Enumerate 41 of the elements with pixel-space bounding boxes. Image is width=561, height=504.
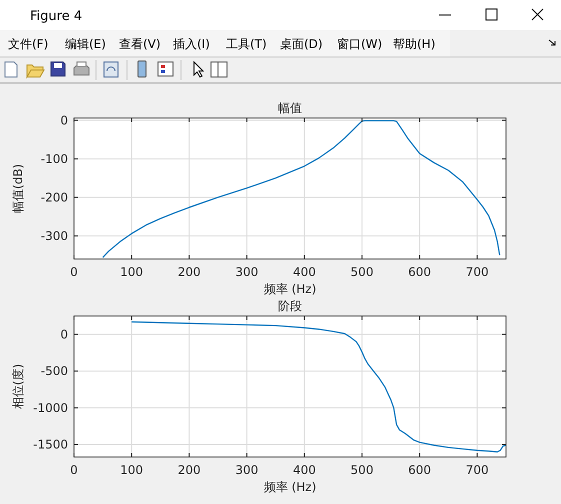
x-tick-label: 700 (466, 463, 489, 477)
y-tick-label: 0 (60, 113, 68, 128)
text: 查看(V) (119, 37, 161, 51)
x-tick-label: 600 (408, 463, 432, 477)
x-tick-label: 100 (120, 265, 144, 279)
y-tick-label: -500 (40, 364, 68, 378)
x-axis-title: 频率 (Hz) (264, 480, 316, 494)
x-tick-label: 400 (292, 463, 316, 477)
chart-title: 阶段 (278, 299, 302, 313)
line-series (131, 321, 506, 452)
y-tick-label: -300 (40, 228, 68, 243)
text: 编辑(E) (65, 37, 106, 51)
x-tick-label: 0 (70, 265, 78, 279)
x-tick-label: 600 (408, 265, 432, 279)
text: 插入(I) (173, 37, 210, 51)
text: 工具(T) (226, 37, 267, 51)
y-axis-title: 幅值(dB) (11, 164, 25, 214)
x-tick-label: 500 (350, 463, 374, 477)
y-tick-label: -1500 (33, 438, 68, 452)
x-tick-label: 700 (466, 265, 489, 279)
y-tick-label: -1000 (33, 400, 68, 415)
y-axis-title: 相位(度) (11, 364, 25, 410)
y-tick-label: -100 (40, 152, 68, 166)
x-tick-label: 200 (178, 463, 201, 477)
x-tick-label: 400 (292, 265, 316, 279)
x-tick-label: 300 (235, 463, 258, 477)
text: 帮助(H) (393, 37, 436, 51)
x-tick-label: 200 (178, 265, 201, 279)
x-tick-label: 100 (120, 463, 144, 477)
x-tick-label: 300 (235, 265, 258, 279)
text: 文件(F) (8, 37, 48, 51)
text: Figure 4 (30, 9, 82, 24)
line-series (102, 120, 500, 258)
y-tick-label: -200 (40, 190, 68, 204)
text: 桌面(D) (280, 37, 323, 51)
x-tick-label: 0 (70, 463, 78, 477)
x-tick-label: 500 (350, 265, 374, 279)
y-tick-label: 0 (60, 327, 68, 342)
x-axis-title: 频率 (Hz) (264, 282, 316, 296)
text: 窗口(W) (337, 37, 382, 51)
chart-title: 幅值 (278, 101, 302, 115)
